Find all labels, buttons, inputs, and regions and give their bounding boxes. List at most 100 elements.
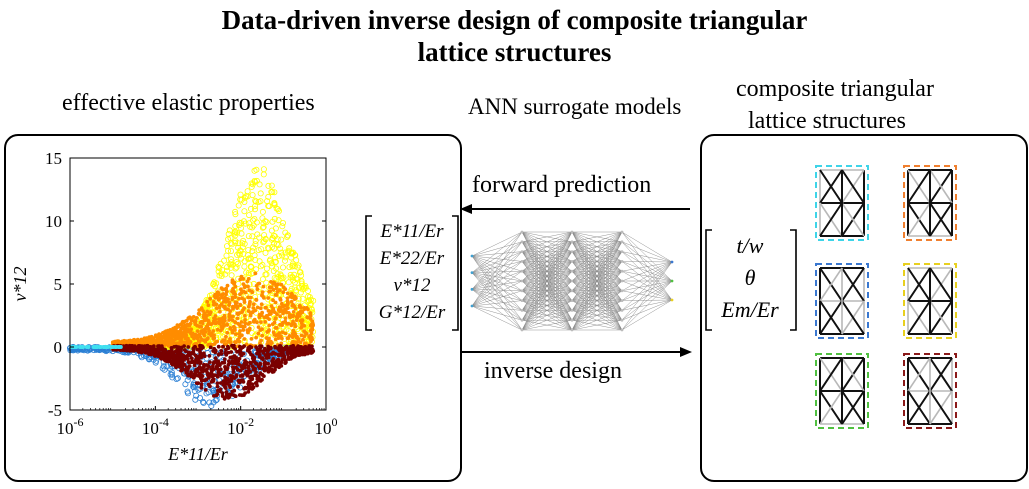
nn-connection (471, 300, 523, 307)
output-vector-entry: G*12/Er (378, 302, 446, 323)
nn-connection (521, 271, 573, 331)
scatter-point (213, 295, 218, 300)
scatter-point (271, 330, 276, 335)
scatter-point (253, 198, 260, 205)
scatter-point (268, 188, 275, 195)
scatter-point (241, 328, 246, 332)
scatter-point (273, 363, 278, 368)
scatter-point (242, 306, 247, 310)
scatter-point (286, 352, 290, 357)
scatter-point (138, 349, 143, 354)
scatter-point (215, 339, 220, 344)
scatter-point (197, 324, 202, 329)
nn-connection (571, 231, 623, 272)
scatter-point (266, 309, 271, 313)
scatter-point (198, 360, 203, 365)
nn-connection (521, 231, 573, 311)
scatter-point (260, 171, 267, 178)
lattice-strut (841, 169, 865, 204)
scatter-point (228, 256, 235, 263)
scatter-point (210, 399, 217, 406)
scatter-point (268, 236, 275, 243)
scatter-point (253, 166, 260, 173)
scatter-point (183, 326, 188, 331)
nn-connection (471, 272, 523, 331)
nn-node (520, 250, 524, 253)
scatter-point (234, 340, 238, 345)
scatter-point (182, 356, 186, 361)
scatter-point (84, 345, 89, 349)
scatter-point (184, 377, 191, 384)
scatter-point (271, 368, 276, 373)
scatter-point (150, 335, 154, 340)
scatter-point (184, 390, 191, 397)
scatter-point (247, 288, 252, 293)
scatter-point (257, 198, 264, 205)
scatter-point (206, 382, 211, 387)
scatter-point (200, 399, 207, 406)
scatter-point (202, 311, 207, 316)
scatter-point (223, 378, 228, 383)
scatter-point (234, 260, 241, 267)
lattice-strut (907, 169, 931, 204)
scatter-point (259, 320, 263, 324)
scatter-point (214, 302, 219, 307)
scatter-point (174, 375, 181, 382)
nn-connection (571, 310, 623, 331)
scatter-point (220, 295, 225, 300)
scatter-point (277, 344, 282, 349)
scatter-point (291, 263, 298, 270)
nn-connection (571, 231, 623, 291)
scatter-point (171, 326, 176, 331)
scatter-point (278, 236, 285, 243)
scatter-point (250, 364, 255, 369)
lattice-cell (815, 165, 869, 241)
scatter-point (246, 330, 250, 335)
scatter-point (174, 344, 179, 349)
output-vector-entry: E*11/Er (380, 221, 444, 242)
scatter-point (233, 394, 238, 399)
scatter-point (285, 306, 290, 310)
scatter-point (251, 206, 258, 213)
scatter-point (228, 259, 235, 266)
scatter-point (190, 383, 197, 390)
scatter-point (226, 339, 231, 344)
nn-node (520, 318, 524, 322)
scatter-point (248, 379, 252, 384)
scatter-point (279, 334, 283, 339)
scatter-point (254, 335, 258, 340)
nn-connection (571, 231, 623, 262)
nn-connection (621, 299, 673, 331)
page-title-line1: Data-driven inverse design of composite … (221, 5, 808, 35)
scatter-point (290, 295, 294, 300)
nn-connection (621, 261, 673, 301)
nn-node (620, 250, 624, 253)
scatter-point (285, 296, 290, 301)
scatter-point (292, 304, 297, 309)
scatter-point (189, 331, 193, 336)
nn-connection (571, 251, 623, 331)
nn-connection (471, 251, 523, 290)
scatter-point (228, 326, 233, 331)
nn-node (520, 299, 524, 302)
nn-connection (471, 289, 523, 301)
lattice-strut (929, 300, 953, 335)
scatter-point (242, 324, 247, 329)
scatter-point (298, 278, 305, 285)
scatter-point (252, 241, 259, 248)
scatter-point (179, 358, 183, 363)
lattice-cell-frame (903, 353, 957, 429)
scatter-point (224, 300, 229, 304)
scatter-point (188, 353, 192, 358)
nn-connection (521, 290, 573, 331)
scatter-point (255, 320, 259, 325)
scatter-point (290, 277, 297, 284)
nn-connection (521, 251, 573, 331)
scatter-point (242, 220, 249, 227)
scatter-point (216, 291, 221, 296)
nn-connection (621, 261, 673, 331)
nn-connection (621, 290, 673, 301)
scatter-point (263, 279, 270, 286)
scatter-point (218, 270, 225, 277)
scatter-point (167, 365, 174, 372)
